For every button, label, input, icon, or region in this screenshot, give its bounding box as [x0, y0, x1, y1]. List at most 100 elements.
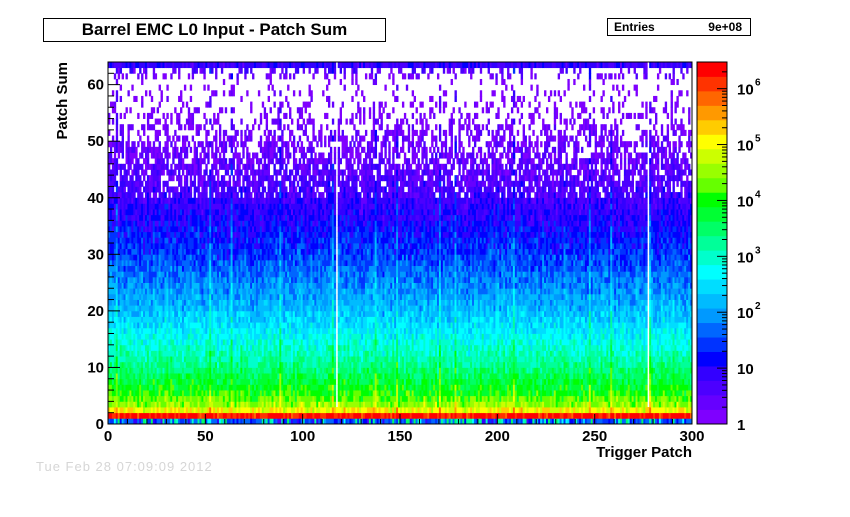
heatmap-cell: [242, 390, 245, 397]
heatmap-cell: [166, 390, 169, 397]
heatmap-cell: [174, 243, 177, 250]
heatmap-cell: [150, 350, 154, 357]
heatmap-cell: [146, 112, 150, 119]
heatmap-cell: [111, 378, 115, 385]
heatmap-cell: [117, 401, 121, 408]
heatmap-cell: [117, 254, 121, 261]
heatmap-cell: [180, 322, 183, 329]
heatmap-cell: [137, 254, 140, 261]
heatmap-cell: [248, 163, 251, 170]
heatmap-cell: [166, 259, 169, 267]
heatmap-cell: [234, 192, 237, 199]
heatmap-cell: [113, 243, 117, 250]
heatmap-cell: [189, 186, 193, 193]
heatmap-cell: [209, 276, 212, 283]
heatmap-cell: [119, 401, 123, 408]
heatmap-cell: [209, 118, 212, 125]
heatmap-cell: [220, 203, 224, 210]
heatmap-cell: [232, 350, 235, 357]
heatmap-cell: [172, 158, 175, 165]
heatmap-cell: [144, 226, 148, 233]
heatmap-cell: [144, 361, 148, 368]
heatmap-cell: [238, 271, 241, 278]
heatmap-cell: [191, 339, 195, 346]
heatmap-cell: [193, 265, 196, 272]
heatmap-cell: [246, 418, 249, 425]
heatmap-cell: [119, 192, 123, 199]
heatmap-cell: [129, 350, 132, 357]
heatmap-cell: [222, 407, 226, 414]
heatmap-cell: [176, 378, 179, 385]
heatmap-cell: [281, 67, 284, 74]
heatmap-cell: [172, 214, 175, 221]
heatmap-cell: [203, 390, 206, 397]
heatmap-cell: [189, 339, 193, 346]
heatmap-cell: [218, 209, 222, 216]
heatmap-cell: [127, 192, 130, 199]
heatmap-cell: [154, 237, 158, 244]
heatmap-cell: [180, 282, 183, 289]
heatmap-cell: [156, 129, 160, 136]
heatmap-cell: [199, 163, 202, 170]
heatmap-cell: [230, 163, 233, 170]
heatmap-cell: [144, 163, 148, 170]
heatmap-cell: [265, 112, 269, 119]
heatmap-cell: [230, 124, 233, 131]
heatmap-cell: [209, 254, 212, 261]
heatmap-cell: [224, 288, 228, 295]
heatmap-cell: [197, 254, 200, 261]
heatmap-cell: [236, 220, 239, 227]
heatmap-cell: [146, 367, 150, 374]
heatmap-cell: [172, 220, 175, 227]
heatmap-cell: [137, 344, 140, 351]
heatmap-cell: [166, 231, 169, 238]
heatmap-cell: [234, 288, 237, 295]
heatmap-cell: [246, 322, 249, 329]
heatmap-cell: [197, 237, 200, 244]
heatmap-cell: [193, 412, 196, 419]
heatmap-cell: [133, 95, 136, 102]
heatmap-cell: [119, 305, 123, 312]
heatmap-cell: [281, 163, 284, 170]
heatmap-cell: [129, 395, 132, 402]
heatmap-cell: [205, 118, 208, 125]
heatmap-cell: [283, 124, 286, 131]
heatmap-cell: [133, 152, 136, 159]
heatmap-cell: [125, 395, 128, 402]
heatmap-cell: [146, 322, 150, 329]
heatmap-cell: [226, 373, 230, 380]
heatmap-cell: [139, 254, 142, 261]
heatmap-cell: [187, 118, 191, 125]
heatmap-cell: [244, 141, 247, 148]
heatmap-cell: [135, 339, 138, 346]
heatmap-cell: [150, 209, 154, 216]
heatmap-cell: [139, 395, 142, 402]
heatmap-cell: [187, 220, 191, 227]
heatmap-cell: [109, 186, 113, 193]
heatmap-cell: [180, 95, 183, 102]
heatmap-cell: [108, 390, 111, 397]
heatmap-cell: [193, 254, 196, 261]
heatmap-cell: [250, 367, 253, 374]
heatmap-cell: [170, 141, 173, 148]
heatmap-cell: [273, 101, 276, 108]
heatmap-cell: [236, 276, 239, 283]
heatmap-cell: [201, 203, 204, 210]
heatmap-cell: [109, 282, 113, 289]
heatmap-cell: [111, 214, 115, 221]
heatmap-cell: [144, 373, 148, 380]
heatmap-cell: [180, 412, 183, 419]
heatmap-cell: [162, 401, 165, 408]
heatmap-cell: [160, 169, 163, 176]
heatmap-cell: [139, 373, 142, 380]
heatmap-cell: [234, 226, 237, 233]
heatmap-cell: [238, 316, 241, 323]
heatmap-cell: [203, 282, 206, 289]
heatmap-cell: [115, 327, 119, 334]
heatmap-cell: [203, 373, 206, 380]
heatmap-cell: [180, 62, 183, 69]
heatmap-cell: [144, 169, 148, 176]
heatmap-cell: [203, 350, 206, 357]
heatmap-cell: [108, 214, 111, 221]
heatmap-cell: [246, 282, 249, 289]
